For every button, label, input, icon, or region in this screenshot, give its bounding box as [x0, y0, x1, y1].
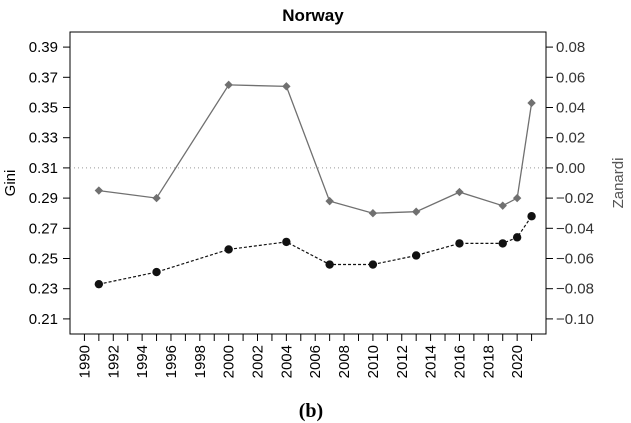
y-tick-left-label: 0.21: [29, 311, 58, 328]
x-tick-label: 2012: [394, 345, 411, 378]
x-tick-label: 2018: [480, 345, 497, 378]
y-tick-right-label: −0.08: [556, 281, 594, 298]
gini-point: [455, 239, 464, 248]
y-tick-right-label: −0.06: [556, 251, 594, 268]
y-tick-right-label: −0.02: [556, 190, 594, 207]
y-tick-right-label: 0.02: [556, 130, 585, 147]
gini-point: [527, 212, 536, 221]
x-tick-label: 2008: [336, 345, 353, 378]
plot-frame: [69, 31, 547, 335]
y-tick-right-label: 0.00: [556, 160, 585, 177]
y-tick-left-label: 0.33: [29, 130, 58, 147]
y-tick-left-label: 0.25: [29, 251, 58, 268]
series-line-gini: [98, 215, 533, 285]
gini-point: [498, 239, 507, 248]
gini-point: [94, 279, 104, 289]
gini-point: [512, 233, 522, 242]
x-tick-label: 2006: [307, 345, 324, 378]
zanardi-point: [282, 82, 291, 91]
y-tick-right-label: −0.04: [556, 220, 594, 237]
gini-point: [368, 260, 378, 269]
x-axis: 1990 1992 1994 1996 1998 2000 2002 2004 2006 2008…: [76, 334, 533, 378]
zanardi-point: [224, 80, 233, 90]
y-tick-left-label: 0.27: [29, 220, 58, 237]
y-tick-left-label: 0.31: [29, 160, 58, 177]
x-tick-label: 2016: [451, 345, 468, 378]
gini-point: [411, 251, 421, 260]
chart-title: Norway: [282, 6, 344, 25]
y-axis-label-right: Zanardi: [610, 158, 627, 209]
x-tick-label: 2014: [423, 345, 440, 378]
zanardi-point: [527, 98, 536, 108]
gini-point: [224, 245, 233, 254]
gini-point: [282, 237, 291, 247]
x-tick-label: 1994: [134, 345, 151, 378]
zanardi-point: [94, 186, 104, 195]
y-axis-label-left: Gini: [2, 170, 19, 197]
gini-point: [152, 267, 161, 277]
zanardi-point: [152, 193, 161, 203]
x-tick-label: 1992: [105, 345, 122, 378]
y-tick-left-label: 0.35: [29, 100, 58, 117]
zanardi-point: [455, 187, 464, 197]
y-tick-right-label: 0.04: [556, 100, 585, 117]
y-tick-left-label: 0.29: [29, 190, 58, 207]
series-layer: [94, 80, 536, 289]
figure-caption: (b): [299, 400, 323, 422]
x-tick-label: 2010: [365, 345, 382, 378]
y-tick-left-label: 0.23: [29, 281, 58, 298]
x-tick-label: 1998: [192, 345, 209, 378]
y-tick-left-label: 0.37: [29, 69, 58, 86]
zanardi-point: [325, 196, 334, 206]
x-tick-label: 1996: [163, 345, 180, 378]
x-tick-label: 2000: [221, 345, 238, 378]
y-tick-left-label: 0.39: [29, 39, 58, 56]
zanardi-point: [368, 209, 378, 218]
x-tick-label: 2020: [509, 345, 526, 378]
gini-point: [325, 260, 334, 269]
left-axis: 0.21 0.23 0.25 0.27 0.29 0.31 0.33 0.35 0.37 0.39: [29, 39, 70, 328]
y-tick-right-label: 0.06: [556, 69, 585, 86]
zanardi-point: [411, 207, 421, 216]
y-tick-right-label: −0.10: [556, 311, 594, 328]
right-axis: −0.10 −0.08 −0.06 −0.04 −0.02 0.00 0.02 0.04 0.0…: [546, 39, 594, 328]
series-line-zanardi: [98, 84, 533, 214]
zanardi-point: [512, 193, 522, 203]
x-tick-label: 1990: [76, 345, 93, 378]
zanardi-point: [498, 201, 507, 210]
x-tick-label: 2002: [250, 345, 267, 378]
x-tick-label: 2004: [278, 345, 295, 378]
y-tick-right-label: 0.08: [556, 39, 585, 56]
